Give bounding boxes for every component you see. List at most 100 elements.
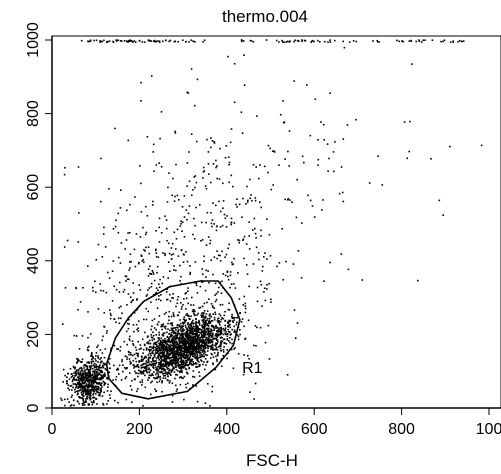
event-dot [247,199,249,202]
event-dot [126,367,128,369]
event-dot [156,369,158,371]
event-dot [189,324,191,326]
event-dot [197,351,199,354]
event-dot [210,146,212,149]
event-dot [93,370,95,372]
event-dot [223,314,226,317]
event-dot [205,323,207,326]
event-dot [152,360,155,362]
event-dot [85,376,87,379]
event-dot [147,246,150,248]
event-dot [83,388,86,390]
event-dot [173,200,176,202]
event-dot [442,40,444,43]
event-dot [136,299,138,301]
event-dot [115,321,117,323]
event-dot [88,362,90,364]
event-dot [80,370,82,372]
chart-title: thermo.004 [222,7,308,26]
event-dot [184,320,187,323]
event-dot [243,295,246,298]
event-dot [322,123,325,126]
event-dot [87,372,89,374]
event-dot [200,312,203,315]
event-dot [170,348,173,350]
event-dot [83,377,86,379]
event-dot [95,39,98,42]
event-dot [86,397,89,400]
event-dot [211,390,213,393]
event-dot [86,379,88,381]
event-dot [80,376,83,379]
event-dot [121,360,123,363]
event-dot [168,319,170,322]
event-dot [135,365,137,368]
event-dot [87,373,90,375]
event-dot [209,342,211,344]
event-dot [188,41,190,43]
event-dot [141,41,144,43]
event-dot [171,328,173,331]
event-dot [82,386,84,388]
event-dot [221,303,224,306]
event-dot [229,331,231,333]
event-dot [228,309,231,311]
event-dot [461,40,463,43]
event-dot [168,310,171,313]
event-dot [178,328,180,331]
event-dot [96,403,98,405]
event-dot [209,239,212,242]
event-dot [203,351,205,353]
event-dot [123,340,126,343]
event-dot [249,178,251,181]
event-dot [200,331,203,333]
event-dot [171,344,174,347]
event-dot [418,40,421,42]
event-dot [191,326,194,329]
event-dot [171,401,174,403]
event-dot [63,246,66,248]
event-dot [177,355,180,358]
event-dot [152,349,154,352]
event-dot [205,313,208,315]
event-dot [177,358,179,361]
event-dot [158,359,160,361]
event-dot [176,314,179,317]
event-dot [155,328,157,331]
event-dot [156,372,158,374]
event-dot [430,158,432,160]
event-dot [169,329,171,332]
event-dot [128,269,130,271]
event-dot [197,328,200,330]
event-dot [216,358,218,361]
event-dot [164,374,167,377]
event-dot [158,337,160,339]
event-dot [342,40,344,43]
event-dot [205,344,207,346]
event-dot [82,390,84,393]
event-dot [168,345,170,347]
event-dot [185,345,187,348]
event-dot [192,347,195,349]
event-dot [150,273,152,275]
event-dot [217,333,219,335]
event-dot [161,350,163,352]
event-dot [213,326,216,329]
event-dot [147,335,149,337]
event-dot [213,223,215,225]
event-dot [174,362,176,365]
event-dot [243,325,245,328]
event-dot [145,362,147,365]
event-dot [194,356,196,359]
event-dot [317,139,319,141]
event-dot [213,316,216,319]
event-dot [171,355,174,357]
event-dot [77,383,80,385]
event-dot [320,121,322,123]
event-dot [153,362,156,365]
event-dot [171,194,173,197]
event-dot [89,373,91,376]
event-dot [87,265,89,267]
event-dot [108,371,111,374]
event-dot [143,370,145,373]
